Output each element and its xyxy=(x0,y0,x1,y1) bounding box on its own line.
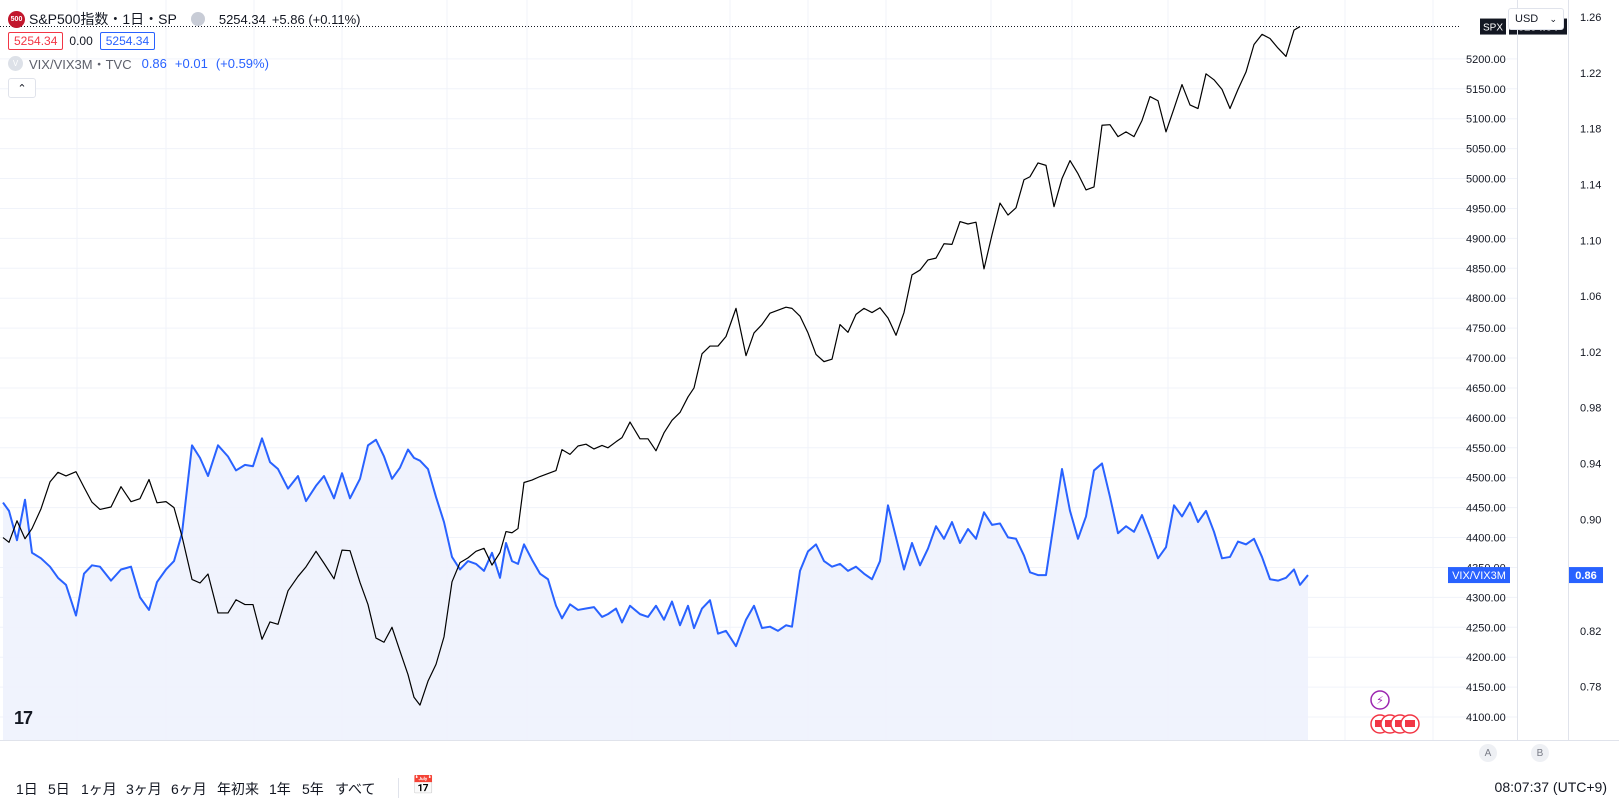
chevron-up-icon: ⌃ xyxy=(17,82,27,95)
tradingview-logo[interactable]: 17 xyxy=(14,708,33,728)
vix-axis-label-9: 1.14 xyxy=(1580,179,1601,191)
spx-axis-label-1: 4150.00 xyxy=(1466,682,1506,694)
timeframe-all[interactable]: すべて xyxy=(335,781,376,797)
price-change: +5.86 (+0.11%) xyxy=(271,11,361,27)
vix-price-tag-label: 0.86 xyxy=(1575,570,1596,582)
spx-axis-label-13: 4750.00 xyxy=(1466,323,1506,335)
vix-axis-label-1: 0.82 xyxy=(1580,626,1601,638)
spx-axis-label-2: 4200.00 xyxy=(1466,652,1506,664)
spx-axis-label-19: 5050.00 xyxy=(1466,144,1506,156)
compare-last-value: 0.86 xyxy=(141,55,167,71)
timeframe-5y[interactable]: 5年 xyxy=(302,781,324,797)
chart-legend: 500 S&P500指数・1日・SP 5254.34 +5.86 (+0.11%… xyxy=(8,8,361,98)
timeframe-1m[interactable]: 1ヶ月 xyxy=(81,781,117,797)
us-flag-stripe-3 xyxy=(1405,720,1415,727)
spx-axis-label-22: 5200.00 xyxy=(1466,54,1506,66)
us-flag-stripe-1 xyxy=(1385,720,1395,727)
price-scale-divider-right xyxy=(1568,0,1569,740)
vix-symbol-tag-label: VIX/VIX3M xyxy=(1452,570,1506,582)
spx-axis-label-6: 4400.00 xyxy=(1466,533,1506,545)
clock-timezone[interactable]: 08:07:37 (UTC+9) xyxy=(1494,779,1607,795)
spx-axis-label-12: 4700.00 xyxy=(1466,353,1506,365)
spx-axis-label-0: 4100.00 xyxy=(1466,712,1506,724)
spx-axis-label-20: 5100.00 xyxy=(1466,114,1506,126)
chevron-down-icon: ⌄ xyxy=(1549,13,1557,24)
spx-axis-label-8: 4500.00 xyxy=(1466,473,1506,485)
compare-symbol-title[interactable]: VIX/VIX3M・TVC xyxy=(29,56,132,72)
market-status-icon[interactable] xyxy=(190,12,205,26)
spx-axis-label-4: 4300.00 xyxy=(1466,592,1506,604)
vix-axis-label-3: 0.90 xyxy=(1580,514,1601,526)
spx-axis-label-15: 4850.00 xyxy=(1466,263,1506,275)
spx-axis-label-21: 5150.00 xyxy=(1466,84,1506,96)
last-price: 5254.34 xyxy=(218,11,266,27)
vix-price-tag xyxy=(1569,567,1603,584)
toolbar-separator xyxy=(398,778,399,798)
spx-symbol-tag-label: SPX xyxy=(1483,23,1503,34)
compare-change: +0.01 xyxy=(174,55,208,71)
vix-axis-label-7: 1.06 xyxy=(1580,291,1601,303)
vix-axis-label-6: 1.02 xyxy=(1580,347,1601,359)
spread-value: 0.00 xyxy=(69,34,93,48)
spx-axis-label-17: 4950.00 xyxy=(1466,203,1506,215)
time-scale-divider xyxy=(0,740,1619,741)
vix-axis-label-12: 1.26 xyxy=(1580,12,1601,24)
spx-axis-label-14: 4800.00 xyxy=(1466,293,1506,305)
chart-pane[interactable]: 4100.004150.004200.004250.004300.004350.… xyxy=(0,0,1603,740)
vix-logo-icon: V xyxy=(8,55,23,71)
spx-axis-label-11: 4650.00 xyxy=(1466,383,1506,395)
bid-ask-row: 5254.34 0.00 5254.34 xyxy=(8,30,361,52)
timeframe-5d[interactable]: 5日 xyxy=(48,781,70,797)
price-scale-divider xyxy=(1517,0,1518,740)
lightning-event-icon xyxy=(1370,690,1390,710)
spx-axis-label-3: 4250.00 xyxy=(1466,622,1506,634)
bid-price: 5254.34 xyxy=(8,32,64,50)
vix-series-line xyxy=(2,437,1309,648)
currency-value: USD xyxy=(1515,13,1539,25)
timeframe-ytd[interactable]: 年初来 xyxy=(217,781,259,797)
timeframe-6m[interactable]: 6ヶ月 xyxy=(171,781,207,797)
us-flag-stripe-2 xyxy=(1395,720,1405,727)
vix-axis-label-4: 0.94 xyxy=(1580,458,1601,470)
vix-axis-label-5: 0.98 xyxy=(1580,403,1601,415)
spx-symbol-tag xyxy=(1480,18,1506,35)
calendar-icon[interactable]: 📅 xyxy=(412,775,435,795)
vix-area-fill xyxy=(3,438,1308,740)
spx-axis-label-16: 4900.00 xyxy=(1466,233,1506,245)
vix-axis-label-10: 1.18 xyxy=(1580,124,1601,136)
lightning-glyph-icon: ⚡ xyxy=(1376,694,1384,707)
spx-series-line xyxy=(2,26,1301,706)
collapse-legend-button[interactable]: ⌃ xyxy=(8,78,36,98)
spx-axis-label-7: 4450.00 xyxy=(1466,503,1506,515)
compare-series-legend[interactable]: V VIX/VIX3M・TVC 0.86 +0.01 (+0.59%) xyxy=(8,52,361,74)
ask-price: 5254.34 xyxy=(99,32,156,50)
vix-axis-label-11: 1.22 xyxy=(1580,68,1601,80)
currency-selector[interactable]: USD ⌄ xyxy=(1508,8,1564,30)
main-series-legend[interactable]: 500 S&P500指数・1日・SP 5254.34 +5.86 (+0.11%… xyxy=(8,8,361,30)
us-flag-stripe-0 xyxy=(1375,720,1385,727)
spx-axis-label-18: 5000.00 xyxy=(1466,174,1506,186)
bottom-toolbar: 1日 5日 1ヶ月 3ヶ月 6ヶ月 年初来 1年 5年 すべて 📅 08:07:… xyxy=(0,770,1619,808)
timeframe-1y[interactable]: 1年 xyxy=(269,781,291,797)
timeframe-1d[interactable]: 1日 xyxy=(16,781,38,797)
chart-canvas[interactable]: 4100.004150.004200.004250.004300.004350.… xyxy=(0,0,1619,740)
compare-change-percent: (+0.59%) xyxy=(215,55,269,71)
vix-axis-label-8: 1.10 xyxy=(1580,235,1601,247)
timeframe-3m[interactable]: 3ヶ月 xyxy=(126,781,162,797)
spx-axis-label-10: 4600.00 xyxy=(1466,413,1506,425)
spx-axis-label-9: 4550.00 xyxy=(1466,443,1506,455)
axis-b-button[interactable]: B xyxy=(1531,744,1549,762)
auto-scale-button[interactable]: A xyxy=(1479,744,1497,762)
symbol-title[interactable]: S&P500指数・1日・SP xyxy=(29,11,177,27)
sp500-logo-icon: 500 xyxy=(8,10,25,28)
vix-axis-label-0: 0.78 xyxy=(1580,682,1601,694)
vix-symbol-tag xyxy=(1448,567,1510,584)
